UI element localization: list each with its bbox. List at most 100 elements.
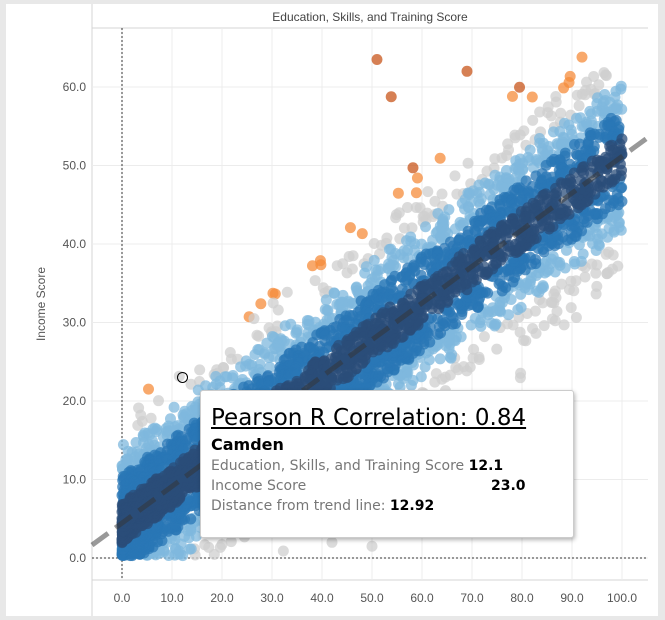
data-point <box>616 103 628 115</box>
data-point <box>329 287 341 299</box>
data-point <box>534 106 546 118</box>
data-point <box>540 256 552 268</box>
data-point <box>309 275 321 287</box>
data-point <box>255 298 267 310</box>
data-point <box>600 70 612 82</box>
data-point <box>576 51 588 63</box>
data-point <box>411 172 423 184</box>
data-point <box>461 65 473 77</box>
y-tick-label: 40.0 <box>63 237 87 251</box>
data-point <box>514 129 526 141</box>
data-point <box>469 312 481 324</box>
y-tick-label: 10.0 <box>63 473 87 487</box>
data-point <box>248 313 260 325</box>
data-point <box>579 271 591 283</box>
data-point <box>506 90 518 102</box>
data-point <box>551 305 563 317</box>
data-point <box>591 280 603 292</box>
data-point <box>406 222 418 234</box>
x-tick-label: 0.0 <box>114 591 131 605</box>
chart-title: Education, Skills, and Training Score <box>272 10 468 24</box>
data-point <box>392 187 404 199</box>
x-tick-label: 50.0 <box>360 591 384 605</box>
x-tick-label: 80.0 <box>510 591 534 605</box>
data-point <box>216 539 228 551</box>
data-point <box>390 212 402 224</box>
data-point <box>368 254 380 266</box>
tooltip-y-label: Income Score <box>211 478 307 494</box>
data-point <box>249 348 261 360</box>
y-tick-label: 30.0 <box>63 316 87 330</box>
data-point <box>173 370 185 382</box>
data-point <box>434 152 446 164</box>
data-point <box>467 352 479 364</box>
x-tick-label: 100.0 <box>607 591 637 605</box>
x-tick-label: 40.0 <box>310 591 334 605</box>
data-point <box>402 252 414 264</box>
tooltip-y-value: 23.0 <box>491 478 526 494</box>
data-point <box>450 362 462 374</box>
data-point <box>449 170 461 182</box>
x-tick-label: 10.0 <box>160 591 184 605</box>
data-point <box>401 201 413 213</box>
data-point <box>434 353 446 365</box>
data-point <box>527 114 539 126</box>
data-point <box>468 343 480 355</box>
data-point <box>347 250 359 262</box>
data-point <box>385 91 397 103</box>
data-point <box>225 536 237 548</box>
tooltip-distance-label: Distance from trend line: <box>211 498 386 514</box>
data-point <box>537 280 549 292</box>
data-point <box>407 162 419 174</box>
data-point <box>145 412 157 424</box>
y-tick-label: 20.0 <box>63 394 87 408</box>
y-axis-label: Income Score <box>34 267 48 341</box>
data-point <box>485 317 497 329</box>
data-point <box>514 81 526 93</box>
data-point <box>590 267 602 279</box>
data-point <box>366 540 378 552</box>
data-point <box>371 54 383 66</box>
data-point <box>199 539 211 551</box>
data-point <box>568 256 580 268</box>
data-point <box>422 186 434 198</box>
data-point <box>410 187 422 199</box>
data-point <box>491 343 503 355</box>
data-point <box>132 419 144 431</box>
data-point <box>346 263 358 275</box>
data-point <box>615 83 627 95</box>
data-point <box>579 89 591 101</box>
data-point <box>577 248 589 260</box>
data-point <box>550 96 562 108</box>
data-point <box>565 302 577 314</box>
data-point <box>277 545 289 557</box>
data-point <box>153 395 165 407</box>
data-point <box>184 543 196 555</box>
data-point <box>306 260 318 272</box>
data-point <box>359 267 371 279</box>
data-point <box>570 312 582 324</box>
data-point <box>272 304 284 316</box>
data-point <box>514 326 526 338</box>
y-tick-label: 60.0 <box>63 80 87 94</box>
data-point <box>315 259 327 271</box>
data-point <box>573 100 585 112</box>
x-tick-label: 90.0 <box>560 591 584 605</box>
data-point <box>430 368 442 380</box>
tooltip-distance-value: 12.92 <box>389 498 435 514</box>
data-point <box>478 331 490 343</box>
data-point <box>555 107 567 119</box>
data-point <box>606 263 618 275</box>
x-tick-label: 20.0 <box>210 591 234 605</box>
data-point <box>593 79 605 91</box>
data-point <box>563 283 575 295</box>
data-point <box>603 246 615 258</box>
data-point <box>558 82 570 94</box>
y-tick-label: 0.0 <box>69 551 86 565</box>
data-point <box>515 367 527 379</box>
data-point <box>326 536 338 548</box>
data-point <box>545 110 557 122</box>
data-point <box>526 91 538 103</box>
data-point <box>436 188 448 200</box>
x-tick-label: 70.0 <box>460 591 484 605</box>
